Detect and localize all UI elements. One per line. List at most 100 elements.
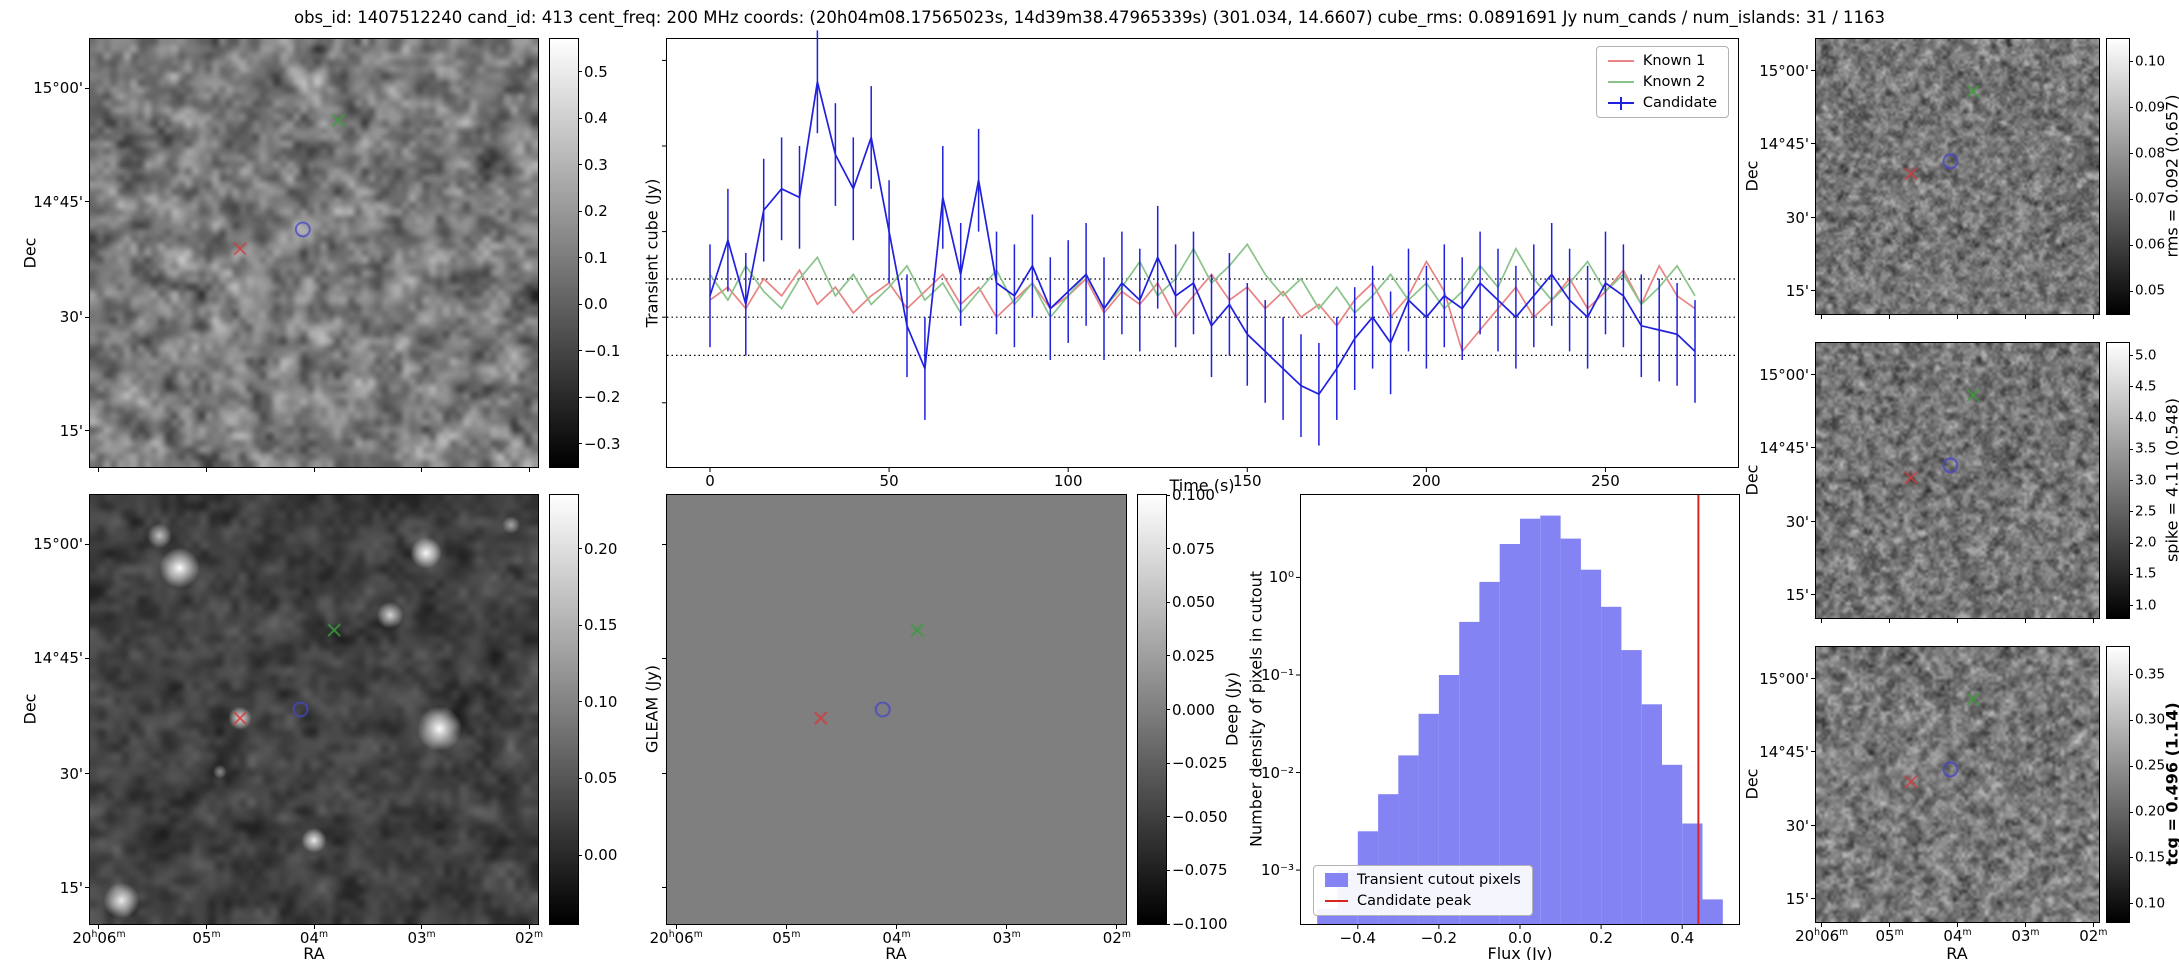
lightcurve-x-tick-label: 0: [705, 472, 715, 490]
rms-cutout-image: [1816, 39, 2099, 314]
dec-tick: [85, 316, 90, 318]
dec-axis-label-text: Dec: [20, 693, 40, 725]
cbar-tick: [578, 303, 582, 305]
cbar-tick: [578, 777, 582, 779]
cbar-tick-label: 3.0: [2135, 472, 2157, 489]
transient-colorbar-gradient: [550, 39, 578, 467]
dec-tick: [85, 87, 90, 89]
dec-tick: [1811, 594, 1816, 596]
ra-tick-label: 03m: [407, 929, 436, 947]
tcg-colorbar: 0.35 0.30 0.25 0.20 0.15 0.10: [2106, 646, 2165, 923]
ra-axis-label-gleam: RA: [303, 944, 325, 960]
dec-tick-label: 14°45': [1759, 438, 1809, 457]
dec-tick-label: 30': [59, 307, 83, 326]
dec-tick: [85, 887, 90, 889]
deep-cutout-image: [667, 495, 1126, 924]
rms-colorbar-gradient: [2107, 39, 2129, 314]
cbar-tick: [2129, 290, 2133, 292]
dec-tick-label: 30': [1785, 512, 1809, 531]
histogram-x-tick-label: −0.2: [1420, 929, 1458, 947]
cbar-tick-label: −0.2: [584, 387, 621, 406]
dec-tick: [1811, 521, 1816, 523]
histogram-y-tick-label: 10⁻¹: [1260, 665, 1294, 684]
cbar-tick: [1166, 494, 1170, 496]
tcg-colorbar-label-text: tcg = 0.496 (1.14): [2162, 702, 2179, 866]
dec-tick-label: 14°45': [33, 648, 83, 667]
ra-tick: [1889, 922, 1891, 927]
ra-tick-label: 03m: [2011, 927, 2040, 945]
transient-cutout-image: [90, 39, 538, 467]
spike-colorbar-label-text: spike = 4.11 (0.548): [2162, 397, 2179, 563]
cbar-tick: [2129, 542, 2133, 544]
lightcurve-x-tick-label: 150: [1232, 472, 1262, 490]
dec-tick: [85, 657, 90, 659]
ra-tick: [2024, 618, 2026, 623]
ra-tick: [2024, 314, 2026, 319]
figure-title: obs_id: 1407512240 cand_id: 413 cent_fre…: [293, 8, 1886, 27]
dec-tick: [1811, 143, 1816, 144]
dec-tick: [1811, 290, 1816, 292]
panel-gleam-cutout: 15°00' 14°45' 30' 15' 20h06m 05m 04m 03m 02m: [33, 494, 543, 946]
cbar-tick-label: 0.00: [584, 845, 618, 864]
dec-tick: [1811, 898, 1816, 900]
cbar-tick: [578, 164, 582, 166]
histogram-y-tick-label: 10⁻²: [1260, 763, 1294, 782]
cbar-tick: [578, 350, 582, 352]
dec-axis-label-text: Dec: [20, 237, 40, 269]
transient-colorbar-label-text: Transient cube (Jy): [642, 178, 662, 328]
dec-tick: [85, 201, 90, 203]
dec-tick: [1811, 70, 1816, 72]
ra-tick: [205, 467, 207, 472]
cbar-tick: [2129, 480, 2133, 481]
ra-axis-label-tcg: RA: [1946, 944, 1968, 960]
ra-tick-label: 20h06m: [1795, 927, 1849, 945]
legend-label-known2: Known 2: [1642, 74, 1706, 90]
deep-colorbar-gradient: [1138, 495, 1166, 924]
cbar-tick-label: 0.0: [584, 294, 608, 313]
cbar-tick-label: 0.30: [2135, 711, 2166, 728]
dec-tick: [662, 543, 667, 545]
dec-tick: [1811, 825, 1816, 827]
cbar-tick-label: 0.05: [584, 769, 618, 788]
deep-colorbar: 0.100 0.075 0.050 0.025 0.000 −0.025 −0.050 −0.…: [1137, 487, 1228, 932]
cbar-tick: [1166, 869, 1170, 871]
cbar-tick: [578, 854, 582, 856]
histogram-legend: Transient cutout pixels Candidate peak: [1313, 865, 1533, 916]
legend-entry-candidate: Candidate: [1607, 95, 1717, 111]
cbar-tick: [2129, 719, 2133, 721]
cbar-tick-label: 0.09: [2135, 99, 2166, 116]
dec-axis-label-text: Dec: [1742, 768, 1762, 800]
candidate-errorbar-glyph: [1619, 97, 1622, 110]
dec-tick-label: 15°00': [33, 535, 83, 554]
dec-tick-label: 15°00': [1759, 61, 1809, 80]
cbar-tick: [2129, 198, 2133, 200]
lightcurve-x-axis-label: Time (s): [1169, 476, 1235, 495]
ra-tick: [528, 467, 530, 472]
lightcurve-x-tick-label: 200: [1412, 472, 1441, 490]
ra-tick-label: 03m: [992, 929, 1021, 947]
dec-axis-label-text: Dec: [1742, 464, 1762, 496]
ra-tick-label: 04m: [882, 929, 911, 947]
panel-spike-cutout: 15°00' 14°45' 30' 15': [1759, 342, 2100, 623]
cbar-tick: [2129, 811, 2133, 813]
legend-label-candidate-peak: Candidate peak: [1357, 893, 1472, 909]
cbar-tick-label: 0.025: [1172, 646, 1215, 665]
ra-tick: [2092, 314, 2094, 319]
cbar-tick: [578, 548, 582, 550]
histogram-plot: [1296, 495, 1723, 929]
lightcurve-x-tick-label: 250: [1591, 472, 1620, 490]
cbar-tick-label: 1.0: [2135, 597, 2157, 614]
cbar-tick-label: 4.5: [2135, 378, 2157, 395]
cbar-tick-label: 2.5: [2135, 503, 2157, 520]
cbar-tick: [578, 257, 582, 259]
tcg-colorbar-gradient: [2107, 647, 2129, 922]
dec-tick-label: 15': [1785, 281, 1809, 300]
ra-tick-label: 04m: [299, 929, 329, 947]
ra-tick: [2092, 922, 2094, 927]
cbar-tick-label: 0.100: [1172, 485, 1215, 504]
cbar-tick-label: 0.05: [2135, 282, 2166, 299]
ra-tick: [205, 924, 207, 929]
cbar-tick: [2129, 355, 2133, 356]
gleam-cutout-image: [90, 495, 538, 924]
cbar-tick: [1166, 601, 1170, 603]
